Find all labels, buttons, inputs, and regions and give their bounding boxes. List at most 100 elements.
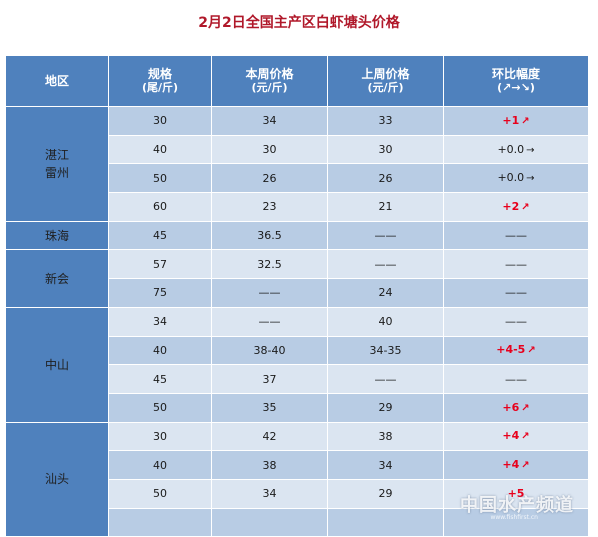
this-week-cell: 38 — [211, 450, 328, 480]
spec-cell: 40 — [108, 335, 212, 366]
change-value: +1 — [502, 113, 520, 127]
change-value: +0.0 — [497, 142, 525, 156]
this-week-cell: 35 — [211, 392, 328, 423]
last-week-cell: 24 — [327, 278, 444, 308]
spec-cell: 45 — [108, 364, 212, 394]
header-last-week: 上周价格 (元/斤) — [327, 55, 444, 107]
this-week-cell: 34 — [211, 478, 328, 509]
spec-cell: 60 — [108, 192, 212, 222]
header-spec: 规格 (尾/斤) — [108, 55, 212, 107]
price-table: 地区 规格 (尾/斤) 本周价格 (元/斤) 上周价格 (元/斤) 环比幅度 (↗→↘)… — [5, 55, 589, 537]
last-week-cell: —— — [327, 364, 444, 394]
change-value: +4 — [502, 458, 520, 472]
change-cell: —— — [443, 364, 589, 394]
last-week-cell: 30 — [327, 134, 444, 165]
region-cell: 湛江 雷州 — [5, 106, 109, 222]
region-cell: 珠海 — [5, 220, 109, 251]
this-week-cell: 34 — [211, 106, 328, 136]
table-row: 珠海 45 36.5 —— —— — [5, 220, 589, 251]
last-week-cell: —— — [327, 249, 444, 280]
change-cell: +2 ↗ — [443, 192, 589, 222]
last-week-cell — [327, 507, 444, 537]
arrow-up-icon: ↗ — [521, 431, 530, 443]
table-row: 45 37 —— —— — [6, 364, 589, 394]
change-cell: —— — [443, 278, 589, 308]
table-row: 50 26 26 +0.0 → — [6, 163, 589, 194]
table-row: 湛江 雷州 30 34 33 +1 ↗ — [5, 106, 589, 222]
header-change: 环比幅度 (↗→↘) — [443, 55, 589, 107]
table-row: 50 34 29 +5 — [6, 478, 589, 509]
spec-cell: 50 — [108, 478, 212, 509]
spec-cell: 40 — [108, 134, 212, 165]
last-week-cell: 40 — [327, 306, 444, 337]
spec-cell: 57 — [108, 249, 212, 280]
change-value: +2 — [502, 199, 520, 213]
header-this-week: 本周价格 (元/斤) — [211, 55, 328, 107]
header-row: 地区 规格 (尾/斤) 本周价格 (元/斤) 上周价格 (元/斤) 环比幅度 (↗→↘) — [5, 55, 589, 107]
header-region: 地区 — [5, 55, 109, 107]
arrow-up-icon: ↗ — [521, 201, 530, 213]
spec-cell: 75 — [108, 278, 212, 308]
change-value: +5 — [507, 487, 525, 501]
table-row: 中山 34 —— 40 —— — [5, 306, 589, 423]
change-value: +0.0 — [497, 171, 525, 185]
change-cell: +5 — [443, 478, 589, 509]
last-week-cell: 29 — [327, 392, 444, 423]
arrow-up-icon: ↗ — [521, 460, 530, 472]
last-week-cell: —— — [327, 220, 444, 251]
change-cell: +6 ↗ — [443, 392, 589, 423]
this-week-cell: 42 — [211, 421, 328, 452]
arrow-up-icon: ↗ — [521, 115, 530, 127]
change-cell: +1 ↗ — [443, 106, 589, 136]
change-value: +4-5 — [496, 343, 526, 357]
this-week-cell: 23 — [211, 192, 328, 222]
this-week-cell: 30 — [211, 134, 328, 165]
change-value: —— — [505, 229, 527, 243]
last-week-cell: 34-35 — [327, 335, 444, 366]
spec-cell: 40 — [108, 450, 212, 480]
region-cell: 中山 — [5, 306, 109, 423]
last-week-cell: 26 — [327, 163, 444, 194]
last-week-cell: 34 — [327, 450, 444, 480]
table-row: 新会 57 32.5 —— —— — [5, 249, 589, 308]
change-cell: +0.0 → — [443, 163, 589, 194]
watermark-url: www.fishfirst.cn — [490, 514, 538, 521]
watermark-logo: 中国水产频道 — [460, 495, 574, 516]
this-week-cell: —— — [211, 306, 328, 337]
table-row: 40 38-40 34-35 +4-5 ↗ — [6, 335, 589, 366]
spec-cell: 50 — [108, 163, 212, 194]
arrow-right-icon: → — [526, 144, 535, 156]
this-week-cell: 36.5 — [211, 220, 328, 251]
change-value: —— — [505, 315, 527, 329]
change-value: —— — [505, 257, 527, 271]
spec-cell — [108, 507, 212, 537]
arrow-right-icon: → — [526, 173, 535, 185]
change-cell: +4 ↗ — [443, 450, 589, 480]
spec-cell: 30 — [108, 106, 212, 136]
table-row: 40 38 34 +4 ↗ — [6, 450, 589, 480]
this-week-cell: —— — [211, 278, 328, 308]
table-row: 75 —— 24 —— — [6, 278, 589, 308]
page-title: 2月2日全国主产区白虾塘头价格 — [198, 15, 400, 31]
arrow-up-icon: ↗ — [527, 345, 536, 357]
spec-cell: 30 — [108, 421, 212, 452]
this-week-cell: 38-40 — [211, 335, 328, 366]
this-week-cell: 26 — [211, 163, 328, 194]
change-value: —— — [505, 372, 527, 386]
last-week-cell: 29 — [327, 478, 444, 509]
spec-cell: 34 — [108, 306, 212, 337]
region-cell: 汕头 — [5, 421, 109, 537]
change-cell: —— — [443, 306, 589, 337]
last-week-cell: 21 — [327, 192, 444, 222]
change-cell: +0.0 → — [443, 134, 589, 165]
region-cell: 新会 — [5, 249, 109, 308]
table-row: 40 30 30 +0.0 → — [6, 134, 589, 165]
change-value: +4 — [502, 429, 520, 443]
this-week-cell: 37 — [211, 364, 328, 394]
change-cell: —— — [443, 249, 589, 280]
change-value: +6 — [502, 400, 520, 414]
table-row: 60 23 21 +2 ↗ — [6, 192, 589, 222]
change-cell: +4-5 ↗ — [443, 335, 589, 366]
this-week-cell: 32.5 — [211, 249, 328, 280]
spec-cell: 45 — [108, 220, 212, 251]
